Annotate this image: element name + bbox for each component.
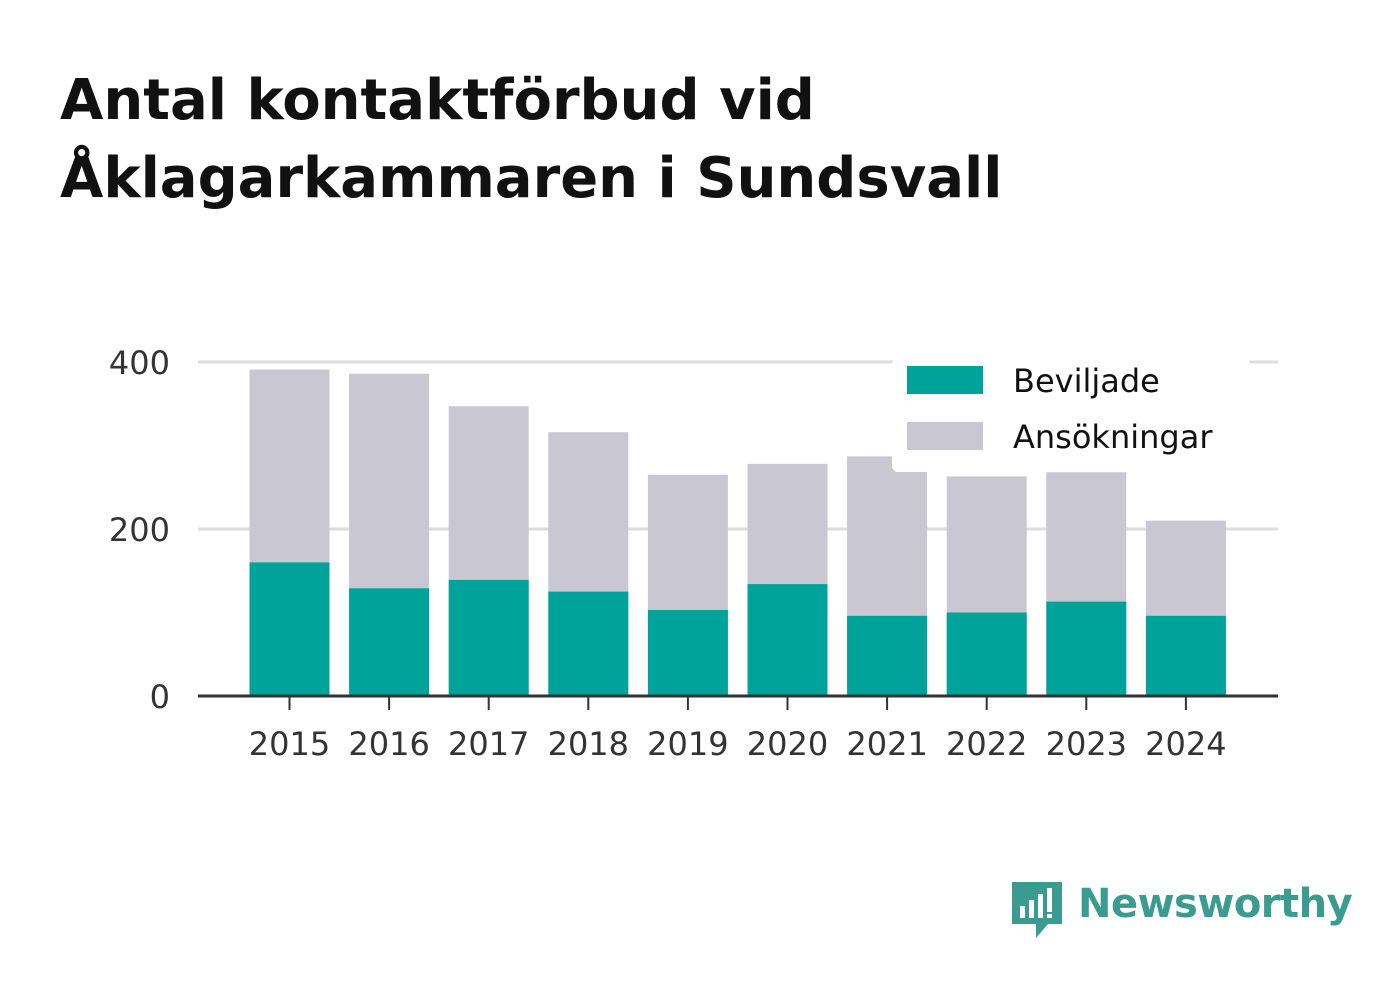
bar-beviljade-2021 (847, 615, 928, 696)
bar-beviljade-2020 (747, 584, 828, 696)
x-tick-label: 2021 (846, 725, 927, 763)
x-tick-label: 2022 (946, 725, 1027, 763)
x-tick-label: 2018 (548, 725, 629, 763)
legend-label-beviljade: Beviljade (1013, 362, 1160, 400)
brand-name: Newsworthy (1078, 881, 1353, 927)
bar-beviljade-2023 (1046, 601, 1127, 696)
bar-beviljade-2015 (249, 562, 330, 696)
chart-title-line-1: Antal kontaktförbud vid (60, 68, 815, 133)
bar-beviljade-2022 (946, 612, 1027, 696)
y-tick-label: 200 (109, 511, 170, 549)
bar-beviljade-2017 (448, 579, 529, 696)
x-tick-label: 2023 (1046, 725, 1127, 763)
x-tick-label: 2017 (448, 725, 529, 763)
bar-beviljade-2018 (548, 591, 629, 696)
x-tick-label: 2020 (747, 725, 828, 763)
bar-beviljade-2019 (647, 609, 728, 696)
bar-beviljade-2024 (1145, 615, 1226, 696)
legend-swatch-beviljade (907, 366, 983, 394)
legend-label-ansokningar: Ansökningar (1013, 418, 1213, 456)
legend: Beviljade Ansökningar (892, 358, 1250, 472)
bar-beviljade-2016 (349, 588, 430, 696)
y-tick-label: 400 (109, 344, 170, 382)
legend-swatch-ansokningar (907, 422, 983, 450)
x-tick-label: 2019 (647, 725, 728, 763)
y-tick-label: 0 (150, 678, 170, 716)
chart-title: Antal kontaktförbud vid Åklagarkammaren … (60, 62, 1260, 218)
axes: 0 200 400 2015 2016 2017 2018 2019 2020 2021 2022 2… (109, 344, 1278, 763)
newsworthy-logo-icon (1012, 882, 1062, 938)
x-tick-label: 2024 (1145, 725, 1226, 763)
x-tick-label: 2016 (348, 725, 429, 763)
x-tick-label: 2015 (249, 725, 330, 763)
bars (249, 369, 1226, 696)
chart-title-line-2: Åklagarkammaren i Sundsvall (60, 146, 1003, 211)
